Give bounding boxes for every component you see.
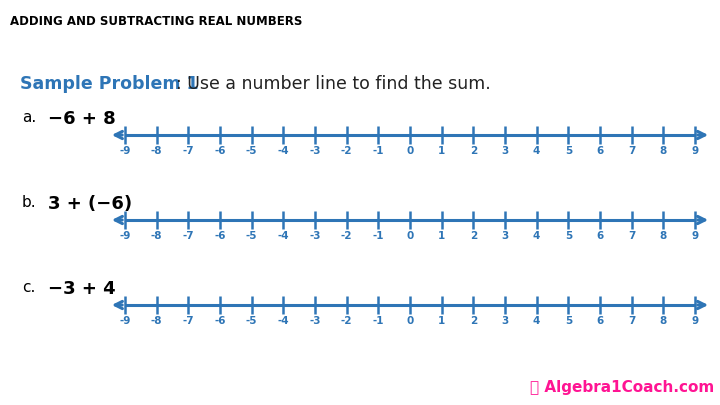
Text: -7: -7 xyxy=(183,316,194,326)
Text: -6: -6 xyxy=(215,146,226,156)
Text: 3: 3 xyxy=(501,316,508,326)
Text: 4: 4 xyxy=(533,231,540,241)
Text: -5: -5 xyxy=(246,316,258,326)
Text: -2: -2 xyxy=(341,316,352,326)
Text: 9: 9 xyxy=(691,146,698,156)
Text: 6: 6 xyxy=(596,146,603,156)
Text: 4: 4 xyxy=(533,146,540,156)
Text: 1: 1 xyxy=(438,231,445,241)
Text: -4: -4 xyxy=(277,316,289,326)
Text: -3: -3 xyxy=(310,146,320,156)
Text: 0: 0 xyxy=(406,316,413,326)
Text: -2: -2 xyxy=(341,231,352,241)
Text: -7: -7 xyxy=(183,146,194,156)
Text: 0: 0 xyxy=(406,231,413,241)
Text: -5: -5 xyxy=(246,146,258,156)
Text: 8: 8 xyxy=(660,146,667,156)
Text: -4: -4 xyxy=(277,231,289,241)
Text: 6: 6 xyxy=(596,316,603,326)
Text: a.: a. xyxy=(22,110,36,125)
Text: 7: 7 xyxy=(628,231,635,241)
Text: ADDING AND SUBTRACTING REAL NUMBERS: ADDING AND SUBTRACTING REAL NUMBERS xyxy=(10,15,302,28)
Text: -1: -1 xyxy=(372,231,384,241)
Text: 🖩 Algebra1Coach.com: 🖩 Algebra1Coach.com xyxy=(530,380,714,395)
Text: c.: c. xyxy=(22,280,35,295)
Text: 7: 7 xyxy=(628,316,635,326)
Text: −3 + 4: −3 + 4 xyxy=(48,280,116,298)
Text: 3: 3 xyxy=(501,146,508,156)
Text: -8: -8 xyxy=(151,316,163,326)
Text: 5: 5 xyxy=(564,231,572,241)
Text: 9: 9 xyxy=(691,231,698,241)
Text: -8: -8 xyxy=(151,231,163,241)
Text: -4: -4 xyxy=(277,146,289,156)
Text: 2: 2 xyxy=(469,316,477,326)
Text: -2: -2 xyxy=(341,146,352,156)
Text: 5: 5 xyxy=(564,316,572,326)
Text: 7: 7 xyxy=(628,146,635,156)
Text: −6 + 8: −6 + 8 xyxy=(48,110,116,128)
Text: 2: 2 xyxy=(469,146,477,156)
Text: -7: -7 xyxy=(183,231,194,241)
Text: 0: 0 xyxy=(406,146,413,156)
Text: 8: 8 xyxy=(660,316,667,326)
Text: -9: -9 xyxy=(120,231,131,241)
Text: -1: -1 xyxy=(372,316,384,326)
Text: -1: -1 xyxy=(372,146,384,156)
Text: -9: -9 xyxy=(120,316,131,326)
Text: 3: 3 xyxy=(501,231,508,241)
Text: 8: 8 xyxy=(660,231,667,241)
Text: 6: 6 xyxy=(596,231,603,241)
Text: Sample Problem 1: Sample Problem 1 xyxy=(20,75,199,93)
Text: -6: -6 xyxy=(215,231,226,241)
Text: -9: -9 xyxy=(120,146,131,156)
Text: 1: 1 xyxy=(438,316,445,326)
Text: 5: 5 xyxy=(564,146,572,156)
Text: -3: -3 xyxy=(310,316,320,326)
Text: -5: -5 xyxy=(246,231,258,241)
Text: 1: 1 xyxy=(438,146,445,156)
Text: : Use a number line to find the sum.: : Use a number line to find the sum. xyxy=(176,75,491,93)
Text: b.: b. xyxy=(22,195,37,210)
Text: -3: -3 xyxy=(310,231,320,241)
Text: -8: -8 xyxy=(151,146,163,156)
Text: 9: 9 xyxy=(691,316,698,326)
Text: 4: 4 xyxy=(533,316,540,326)
Text: 2: 2 xyxy=(469,231,477,241)
Text: 3 + (−6): 3 + (−6) xyxy=(48,195,132,213)
Text: -6: -6 xyxy=(215,316,226,326)
